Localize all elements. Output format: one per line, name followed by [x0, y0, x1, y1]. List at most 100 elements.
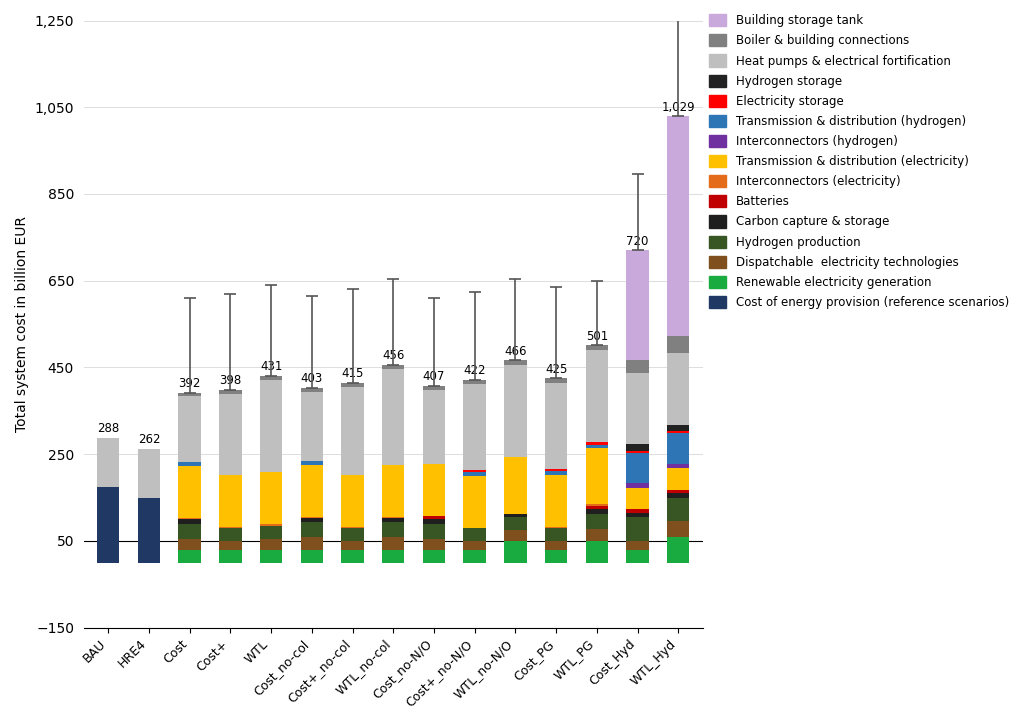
Bar: [423, 539, 445, 550]
Bar: [545, 469, 567, 471]
Bar: [504, 365, 526, 457]
Bar: [382, 517, 404, 518]
Bar: [178, 392, 201, 397]
Bar: [382, 365, 404, 369]
Bar: [627, 550, 649, 563]
Bar: [586, 513, 608, 529]
Bar: [667, 432, 689, 434]
Bar: [219, 395, 242, 474]
Bar: [545, 474, 567, 526]
Bar: [382, 518, 404, 522]
Bar: [178, 519, 201, 523]
Bar: [382, 550, 404, 563]
Bar: [627, 251, 649, 360]
Bar: [341, 474, 364, 526]
Bar: [301, 522, 323, 537]
Bar: [586, 505, 608, 506]
Bar: [341, 528, 364, 541]
Bar: [504, 513, 526, 517]
Bar: [667, 493, 689, 497]
Bar: [382, 537, 404, 550]
Text: 415: 415: [341, 367, 364, 380]
Bar: [301, 517, 323, 518]
Bar: [219, 526, 242, 528]
Bar: [219, 528, 242, 541]
Text: 422: 422: [464, 364, 486, 377]
Bar: [627, 541, 649, 550]
Bar: [464, 541, 485, 550]
Bar: [423, 523, 445, 539]
Bar: [504, 457, 526, 513]
Bar: [586, 541, 608, 563]
Bar: [545, 382, 567, 469]
Bar: [260, 539, 283, 550]
Bar: [97, 487, 120, 563]
Bar: [504, 361, 526, 365]
Bar: [667, 353, 689, 425]
Bar: [545, 550, 567, 563]
Bar: [301, 465, 323, 517]
Bar: [219, 541, 242, 550]
Bar: [260, 376, 283, 380]
Bar: [545, 541, 567, 550]
Bar: [627, 450, 649, 452]
Bar: [667, 336, 689, 353]
Bar: [219, 474, 242, 526]
Y-axis label: Total system cost in billion EUR: Total system cost in billion EUR: [15, 216, 29, 432]
Bar: [667, 117, 689, 336]
Bar: [423, 386, 445, 390]
Bar: [97, 438, 120, 487]
Bar: [260, 524, 283, 526]
Bar: [586, 448, 608, 505]
Text: 456: 456: [382, 349, 404, 362]
Bar: [341, 382, 364, 387]
Bar: [423, 515, 445, 519]
Bar: [138, 497, 160, 563]
Bar: [545, 471, 567, 474]
Bar: [341, 541, 364, 550]
Bar: [341, 387, 364, 474]
Bar: [178, 518, 201, 519]
Bar: [667, 489, 689, 493]
Bar: [464, 470, 485, 472]
Bar: [627, 444, 649, 450]
Text: 431: 431: [260, 360, 283, 373]
Bar: [301, 550, 323, 563]
Bar: [667, 468, 689, 489]
Bar: [301, 388, 323, 392]
Text: 720: 720: [627, 235, 649, 248]
Bar: [260, 526, 283, 539]
Bar: [667, 497, 689, 521]
Bar: [260, 380, 283, 472]
Bar: [423, 390, 445, 463]
Bar: [219, 550, 242, 563]
Bar: [423, 463, 445, 515]
Bar: [627, 509, 649, 513]
Bar: [667, 434, 689, 463]
Bar: [586, 506, 608, 509]
Bar: [464, 472, 485, 476]
Bar: [627, 483, 649, 487]
Bar: [627, 517, 649, 541]
Bar: [464, 384, 485, 470]
Bar: [627, 487, 649, 509]
Bar: [382, 465, 404, 517]
Text: 1,029: 1,029: [662, 101, 695, 114]
Bar: [178, 463, 201, 466]
Bar: [382, 522, 404, 537]
Text: 407: 407: [423, 371, 445, 384]
Bar: [627, 373, 649, 444]
Text: 501: 501: [586, 329, 608, 342]
Bar: [464, 379, 485, 384]
Bar: [586, 509, 608, 513]
Bar: [178, 466, 201, 518]
Bar: [545, 378, 567, 382]
Bar: [627, 360, 649, 373]
Bar: [138, 449, 160, 497]
Bar: [423, 519, 445, 523]
Bar: [667, 521, 689, 536]
Bar: [586, 442, 608, 445]
Legend: Building storage tank, Boiler & building connections, Heat pumps & electrical fo: Building storage tank, Boiler & building…: [709, 14, 1009, 309]
Bar: [341, 550, 364, 563]
Text: 425: 425: [545, 363, 567, 376]
